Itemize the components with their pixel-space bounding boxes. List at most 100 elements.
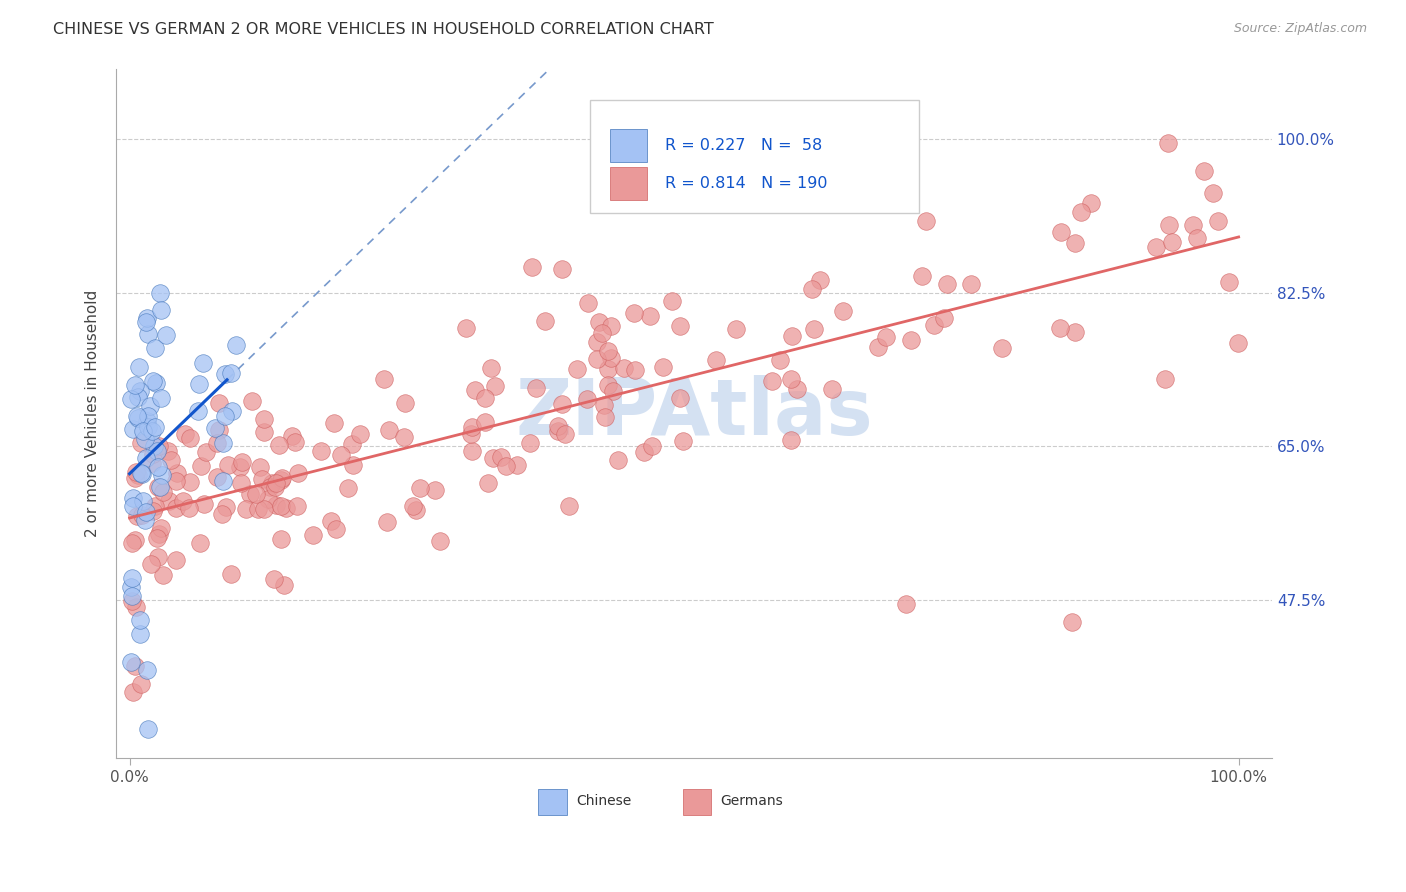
Point <box>270 473 292 487</box>
Point <box>127 467 149 482</box>
Point <box>120 580 142 594</box>
Point <box>152 484 174 499</box>
Point <box>936 277 959 291</box>
Point <box>188 536 211 550</box>
Point <box>129 384 152 398</box>
Point <box>229 475 252 490</box>
Point <box>264 475 287 490</box>
Point <box>425 483 447 497</box>
Point <box>263 572 285 586</box>
Point <box>134 513 156 527</box>
Point <box>668 318 690 333</box>
Point <box>1206 214 1229 228</box>
Point <box>150 467 173 482</box>
Point <box>378 423 401 437</box>
Point <box>131 508 153 522</box>
Point <box>205 435 228 450</box>
Point <box>875 329 897 343</box>
Point <box>145 420 167 434</box>
Point <box>661 294 683 309</box>
Text: ZIPAtlas: ZIPAtlas <box>515 376 873 451</box>
Point <box>1049 225 1071 239</box>
Point <box>309 444 332 458</box>
Point <box>786 382 808 396</box>
Point <box>394 395 416 409</box>
Point <box>141 374 163 388</box>
FancyBboxPatch shape <box>610 167 647 200</box>
Point <box>623 306 645 320</box>
Point <box>136 409 159 424</box>
Point <box>392 430 415 444</box>
Point <box>165 553 187 567</box>
Point <box>145 376 167 390</box>
Point <box>1187 231 1209 245</box>
Point <box>596 362 619 376</box>
Point <box>547 424 569 438</box>
Point <box>524 381 547 395</box>
Point <box>131 467 153 482</box>
FancyBboxPatch shape <box>591 100 920 213</box>
Point <box>136 327 159 342</box>
Point <box>1157 136 1180 150</box>
Point <box>172 494 194 508</box>
Point <box>145 443 167 458</box>
Point <box>558 499 581 513</box>
Point <box>1049 321 1071 335</box>
Point <box>1181 218 1204 232</box>
Point <box>128 627 150 641</box>
Point <box>270 533 292 547</box>
Point <box>460 426 482 441</box>
Point <box>276 501 298 516</box>
FancyBboxPatch shape <box>538 789 567 814</box>
Point <box>1160 235 1182 249</box>
Point <box>264 480 287 494</box>
Point <box>915 214 938 228</box>
Point <box>187 404 209 418</box>
Point <box>402 500 425 514</box>
Point <box>1202 186 1225 200</box>
Point <box>146 459 169 474</box>
Point <box>127 411 149 425</box>
Point <box>136 723 159 737</box>
Point <box>120 655 142 669</box>
Point <box>211 507 233 521</box>
Point <box>323 416 346 430</box>
Point <box>238 487 260 501</box>
Point <box>190 458 212 473</box>
Point <box>464 383 486 397</box>
Point <box>142 447 165 461</box>
Point <box>598 343 620 358</box>
Point <box>1070 204 1092 219</box>
Point <box>125 465 148 479</box>
Point <box>575 392 598 407</box>
Point <box>271 471 294 485</box>
Point <box>319 514 342 528</box>
Point <box>193 356 215 370</box>
Point <box>124 377 146 392</box>
Point <box>152 568 174 582</box>
Point <box>149 480 172 494</box>
Point <box>522 260 544 274</box>
Point <box>129 614 152 628</box>
Point <box>145 500 167 514</box>
Point <box>780 372 803 386</box>
Point <box>1062 615 1084 629</box>
Point <box>235 501 257 516</box>
Point <box>672 434 695 448</box>
Point <box>803 322 825 336</box>
Point <box>225 338 247 352</box>
Point <box>633 445 655 459</box>
Point <box>221 566 243 581</box>
FancyBboxPatch shape <box>610 129 647 162</box>
Point <box>598 377 620 392</box>
Point <box>215 500 238 514</box>
Point <box>302 528 325 542</box>
Point <box>122 421 145 435</box>
Point <box>143 439 166 453</box>
Point <box>149 521 172 535</box>
Point <box>214 409 236 423</box>
Point <box>576 296 599 310</box>
Point <box>208 396 231 410</box>
Point <box>808 273 831 287</box>
Point <box>247 502 270 516</box>
